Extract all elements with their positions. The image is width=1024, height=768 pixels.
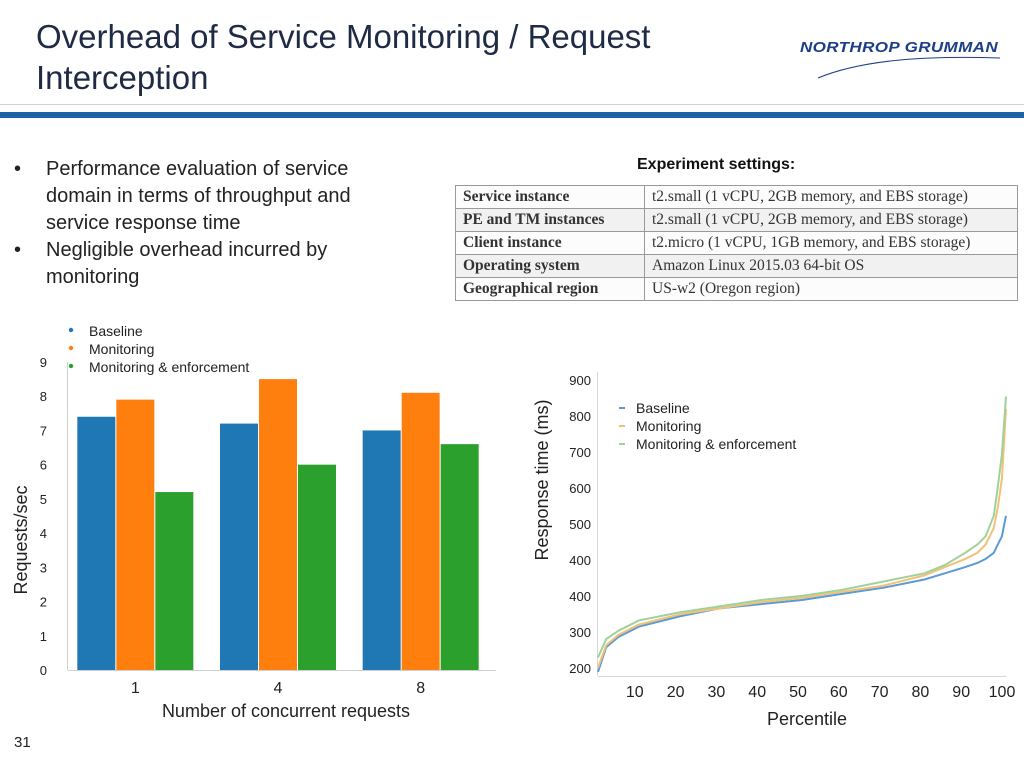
table-row: Client instance t2.micro (1 vCPU, 1GB mem…: [455, 231, 1018, 255]
y-axis-title: Requests/sec: [11, 485, 31, 594]
legend-label: Monitoring & enforcement: [636, 436, 796, 452]
setting-key: Service instance: [455, 185, 645, 209]
setting-value: US-w2 (Oregon region): [644, 277, 1018, 301]
y-tick-label: 5: [40, 492, 47, 507]
setting-key: Client instance: [455, 231, 645, 255]
table-row: PE and TM instances t2.small (1 vCPU, 2GB…: [455, 208, 1018, 232]
legend-label: Monitoring: [89, 341, 154, 357]
x-axis-title: Percentile: [767, 709, 847, 729]
svg-text:NORTHROP GRUMMAN: NORTHROP GRUMMAN: [800, 40, 998, 56]
y-tick-label: 7: [40, 423, 47, 438]
bar: [220, 423, 258, 670]
bullet-marker: •: [14, 158, 22, 180]
experiment-settings-table: Service instance t2.small (1 vCPU, 2GB me…: [455, 185, 1018, 301]
bar: [440, 444, 479, 670]
northrop-grumman-logo: NORTHROP GRUMMAN: [800, 40, 1001, 79]
bullet-marker: •: [14, 239, 22, 261]
legend-label: Baseline: [636, 400, 690, 416]
table-row: Operating system Amazon Linux 2015.03 64-…: [455, 254, 1018, 278]
bar: [401, 392, 440, 670]
x-tick-label: 8: [416, 680, 425, 697]
header-divider: [0, 112, 1024, 118]
y-tick-label: 700: [569, 445, 591, 460]
legend-marker: [68, 327, 74, 333]
y-tick-label: 500: [569, 517, 591, 532]
setting-value: t2.micro (1 vCPU, 1GB memory, and EBS st…: [644, 231, 1018, 255]
setting-value: t2.small (1 vCPU, 2GB memory, and EBS st…: [644, 208, 1018, 232]
y-tick-label: 6: [40, 458, 47, 473]
bullet-item: • Negligible overhead incurred by monitor…: [14, 237, 414, 291]
bullet-text: Performance evaluation of service domain…: [46, 158, 351, 234]
y-tick-label: 800: [569, 409, 591, 424]
experiment-settings-title: Experiment settings:: [637, 156, 796, 173]
x-tick-label: 40: [748, 684, 766, 701]
y-axis-title: Response time (ms): [532, 399, 552, 560]
legend-label: Baseline: [89, 323, 143, 339]
table-row: Service instance t2.small (1 vCPU, 2GB me…: [455, 185, 1018, 209]
y-tick-label: 0: [40, 663, 47, 678]
x-tick-label: 20: [667, 684, 685, 701]
x-tick-label: 80: [912, 684, 930, 701]
legend-label: Monitoring & enforcement: [89, 359, 249, 375]
y-tick-label: 400: [569, 553, 591, 568]
y-tick-label: 900: [569, 373, 591, 388]
x-tick-label: 4: [274, 680, 283, 697]
x-tick-label: 50: [789, 684, 807, 701]
setting-key: Operating system: [455, 254, 645, 278]
x-tick-label: 90: [952, 684, 970, 701]
x-tick-label: 70: [871, 684, 889, 701]
x-tick-label: 100: [989, 684, 1016, 701]
bar: [155, 492, 194, 670]
slide-title-line-2: Interception: [36, 59, 209, 96]
bullet-text: Negligible overhead incurred by monitori…: [46, 239, 328, 288]
bar: [116, 399, 155, 670]
x-axis-title: Number of concurrent requests: [162, 701, 410, 721]
bar: [298, 464, 336, 670]
y-tick-label: 9: [40, 355, 47, 370]
y-tick-label: 2: [40, 595, 47, 610]
slide-title-line-1: Overhead of Service Monitoring / Request: [36, 18, 651, 55]
y-tick-label: 200: [569, 661, 591, 676]
bullet-item: • Performance evaluation of service domai…: [14, 156, 414, 237]
page-number: 31: [14, 734, 31, 751]
header-divider-thin: [0, 104, 1024, 105]
bullet-list: • Performance evaluation of service domai…: [14, 156, 414, 291]
setting-value: Amazon Linux 2015.03 64-bit OS: [644, 254, 1018, 278]
legend-marker: [68, 363, 74, 369]
setting-value: t2.small (1 vCPU, 2GB memory, and EBS st…: [644, 185, 1018, 209]
response-time-line-chart: 200 300 400 400 500 600 700 800 900 10 20 30 40 50 60 7…: [532, 372, 1016, 729]
setting-key: PE and TM instances: [455, 208, 645, 232]
bar: [77, 416, 116, 670]
y-tick-label: 8: [40, 389, 47, 404]
throughput-bar-chart: 0 1 2 3 4 5 6 7 8 9 1 4 8 Number of concurrent reques…: [11, 323, 496, 721]
table-row: Geographical region US-w2 (Oregon region): [455, 277, 1018, 301]
x-tick-label: 10: [626, 684, 644, 701]
series-line: [597, 515, 1007, 673]
y-tick-label: 3: [40, 560, 47, 575]
legend-marker: [68, 345, 74, 351]
y-tick-label: 4: [40, 526, 47, 541]
y-tick-label: 400: [569, 589, 591, 604]
y-tick-label: 300: [569, 625, 591, 640]
bar: [362, 430, 401, 670]
series-line: [597, 408, 1007, 669]
series-line: [597, 396, 1007, 658]
y-tick-label: 1: [40, 629, 47, 644]
slide-title: Overhead of Service Monitoring / Request…: [36, 16, 756, 98]
legend-label: Monitoring: [636, 418, 701, 434]
x-tick-label: 30: [708, 684, 726, 701]
x-tick-label: 1: [131, 680, 140, 697]
y-tick-label: 600: [569, 481, 591, 496]
setting-key: Geographical region: [455, 277, 645, 301]
bar: [259, 379, 297, 670]
x-tick-label: 60: [830, 684, 848, 701]
